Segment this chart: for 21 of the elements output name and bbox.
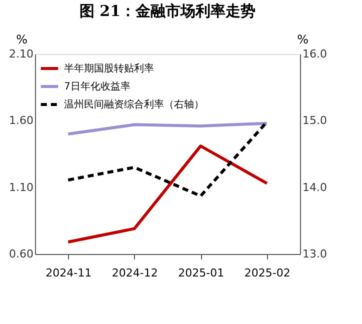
chart-title: 图 21：金融市场利率走势 [79,2,256,20]
legend-label: 半年期国股转贴利率 [64,62,154,74]
y-tick-label: 1.10 [9,180,34,194]
y-axis-title: % [16,32,28,46]
y2-axis-title: % [297,32,308,46]
line-series [66,144,268,244]
legend-label: 7日年化收益率 [64,80,130,92]
legend-label: 温州民间融资综合利率（右轴） [64,98,204,110]
y2-tick-label: 15.0 [302,114,327,128]
x-tick-label: 2024-11 [46,266,92,280]
x-tick-label: 2024-12 [112,266,158,280]
y-tick-label: 1.60 [9,114,34,128]
x-tick-label: 2025-01 [178,266,224,280]
y-tick-label: 2.10 [9,48,34,60]
y2-tick-label: 14.0 [302,180,327,194]
line-series [66,122,268,136]
line-series [66,120,268,198]
x-tick-label: 2025-02 [244,266,290,280]
y-tick-label: 0.60 [9,248,34,260]
y2-tick-label: 16.0 [302,48,327,60]
y2-tick-label: 13.0 [302,248,327,260]
